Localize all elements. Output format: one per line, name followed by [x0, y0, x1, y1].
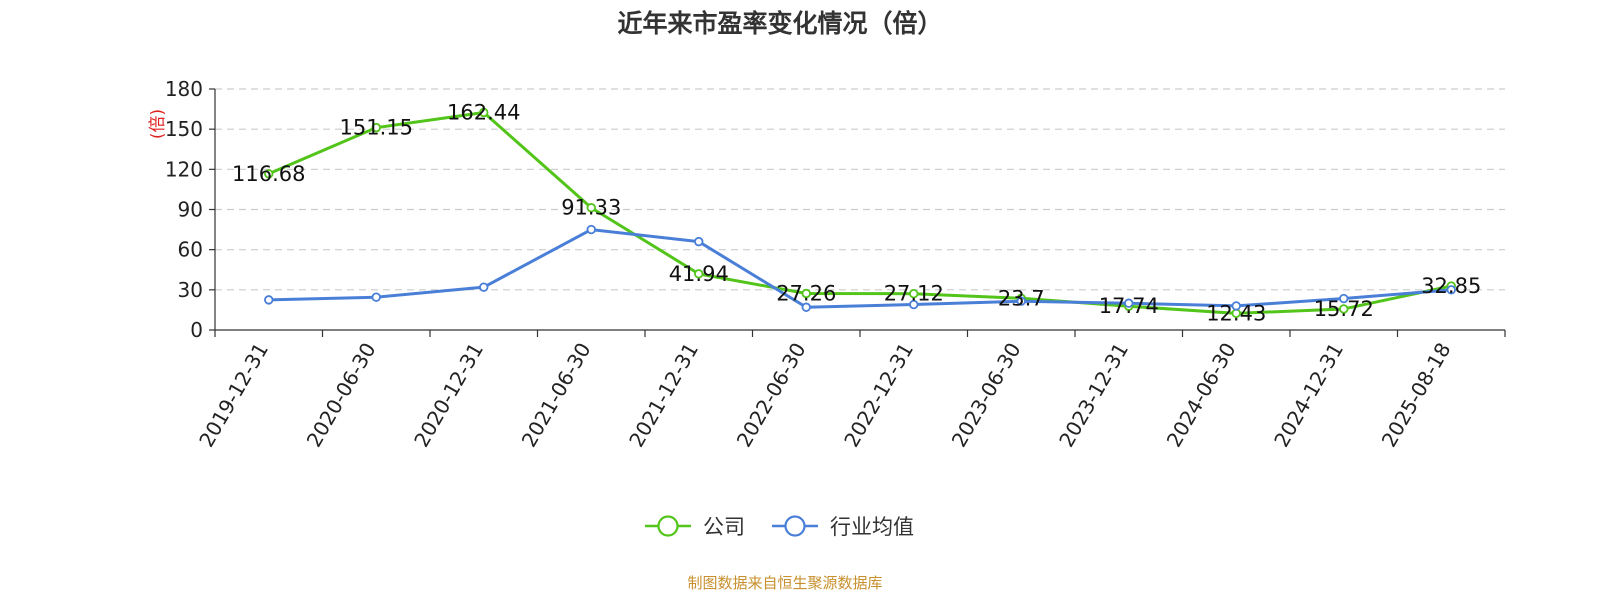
data-point-1-9 [1231, 301, 1241, 311]
data-point-1-8 [1124, 298, 1134, 308]
data-label-10: 15.72 [1314, 297, 1374, 321]
data-point-0-10 [1339, 304, 1349, 314]
x-tick-label-2023-06-30: 2023-06-30 [947, 339, 1026, 452]
data-point-0-1 [371, 122, 381, 133]
x-tick-label-2025-08-18: 2025-08-18 [1377, 339, 1456, 452]
x-tick-label-2022-12-31: 2022-12-31 [839, 339, 918, 452]
y-tick-label-180: 180 [165, 77, 203, 101]
y-tick-label-150: 150 [165, 117, 203, 141]
data-point-1-11 [1446, 285, 1456, 295]
data-labels: 116.68 151.15 162.44 91.33 41.94 27.26 27.12 23… [232, 101, 1481, 326]
y-tick-label-0: 0 [190, 318, 203, 342]
data-label-8: 17.74 [1099, 294, 1159, 318]
data-point-0-5 [801, 288, 811, 299]
legend-label-0[interactable]: 公司 [703, 515, 745, 539]
data-point-1-4 [694, 236, 704, 247]
data-point-1-5 [801, 302, 811, 312]
grid-lines [215, 88, 1505, 291]
data-point-1-2 [479, 282, 489, 292]
data-point-1-6 [909, 299, 919, 310]
x-axis: 2019-12-31 2020-06-30 2020-12-31 2021-06-30… [194, 329, 1506, 452]
data-label-9: 12.43 [1206, 301, 1266, 325]
x-tick-label-2024-12-31: 2024-12-31 [1269, 339, 1348, 452]
data-label-4: 41.94 [669, 262, 729, 286]
y-tick-label-90: 90 [178, 198, 203, 222]
y-tick-label-120: 120 [165, 157, 203, 181]
x-tick-label-2019-12-31: 2019-12-31 [194, 339, 273, 452]
y-tick-label-60: 60 [178, 238, 203, 262]
data-label-6: 27.12 [884, 282, 944, 306]
data-point-1-1 [371, 292, 381, 302]
data-label-3: 91.33 [561, 196, 621, 220]
y-axis: 0 30 60 90 120 150 180 [165, 77, 216, 342]
series-line-0 [268, 111, 1452, 315]
series-layer [264, 107, 1456, 319]
data-label-1: 151.15 [340, 116, 413, 140]
data-point-0-4 [694, 269, 704, 279]
legend[interactable]: 公司 行业均值 [645, 515, 914, 539]
data-label-2: 162.44 [447, 101, 520, 125]
data-point-0-0 [264, 169, 274, 179]
series-line-1 [268, 228, 1452, 309]
legend-marker-1 [784, 515, 806, 537]
x-tick-label-2021-06-30: 2021-06-30 [517, 339, 596, 452]
data-source-note: 制图数据来自恒生聚源数据库 [687, 574, 882, 592]
y-tick-label-30: 30 [178, 278, 203, 302]
data-point-0-3 [586, 203, 596, 213]
legend-marker-0 [657, 515, 679, 537]
data-label-0: 116.68 [232, 162, 305, 186]
x-tick-label-2024-06-30: 2024-06-30 [1162, 339, 1241, 452]
data-point-1-0 [264, 295, 274, 305]
data-label-7: 23.7 [998, 286, 1045, 310]
data-point-1-10 [1339, 293, 1349, 304]
data-point-0-6 [909, 288, 919, 299]
data-label-5: 27.26 [776, 282, 836, 306]
legend-label-1[interactable]: 行业均值 [830, 515, 914, 539]
data-label-11: 32.85 [1421, 274, 1481, 298]
x-tick-label-2021-12-31: 2021-12-31 [624, 339, 703, 452]
x-tick-label-2023-12-31: 2023-12-31 [1054, 339, 1133, 452]
data-point-1-3 [586, 224, 596, 235]
data-point-0-2 [479, 107, 489, 118]
y-axis-label: (倍) [148, 109, 168, 139]
x-tick-label-2022-06-30: 2022-06-30 [732, 339, 811, 452]
data-point-1-7 [1016, 296, 1026, 306]
x-tick-label-2020-12-31: 2020-12-31 [409, 339, 488, 452]
chart-title: 近年来市盈率变化情况（倍） [617, 9, 942, 38]
x-tick-label-2020-06-30: 2020-06-30 [302, 339, 381, 452]
